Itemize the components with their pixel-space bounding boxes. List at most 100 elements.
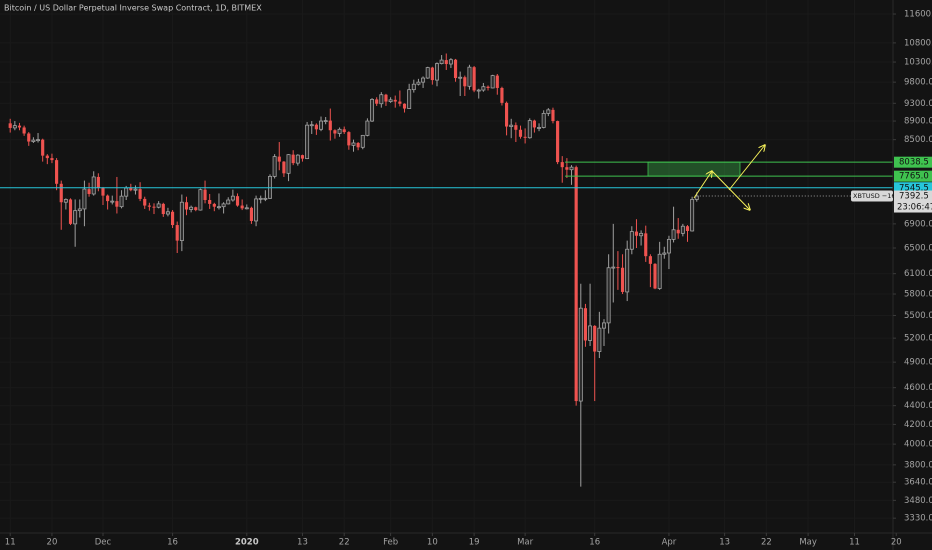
candle-body bbox=[328, 120, 332, 131]
zone bbox=[647, 161, 741, 177]
x-tick-label: Mar bbox=[517, 538, 534, 548]
candle-body bbox=[653, 263, 657, 289]
candle-body bbox=[106, 195, 110, 202]
annotation-arrows bbox=[693, 145, 765, 210]
candle-body bbox=[639, 232, 644, 237]
candle-body bbox=[337, 128, 342, 134]
chart-title: Bitcoin / US Dollar Perpetual Inverse Sw… bbox=[4, 4, 262, 13]
candle-body bbox=[286, 154, 291, 174]
candle-body bbox=[398, 101, 402, 104]
candle-body bbox=[147, 205, 151, 207]
candle-body bbox=[17, 125, 22, 128]
candles bbox=[0, 53, 893, 487]
candle-body bbox=[226, 199, 231, 205]
x-tick-label: 22 bbox=[761, 538, 772, 548]
ticker-label: XBTUSD −16.05% bbox=[853, 192, 912, 200]
x-tick-label: Feb bbox=[383, 538, 398, 548]
candle-body bbox=[453, 59, 458, 79]
candle-body bbox=[77, 208, 82, 212]
candle-body bbox=[203, 189, 207, 201]
candle-body bbox=[305, 124, 310, 160]
arrow bbox=[728, 145, 765, 191]
x-tick-label: Apr bbox=[662, 538, 677, 548]
candle-body bbox=[680, 225, 685, 234]
level-label: 7545.5 bbox=[899, 183, 929, 193]
candle-body bbox=[96, 176, 100, 188]
candle-body bbox=[212, 203, 216, 207]
candle-body bbox=[430, 67, 434, 81]
candle-body bbox=[565, 167, 569, 170]
candle-body bbox=[551, 109, 555, 122]
y-tick-label: 6100.0 bbox=[904, 269, 932, 279]
candle-body bbox=[634, 231, 639, 236]
x-tick-label: 20 bbox=[891, 538, 902, 548]
candle-body bbox=[569, 166, 574, 171]
candle-body bbox=[143, 198, 147, 206]
countdown: 23:06:47 bbox=[897, 203, 932, 213]
y-tick-label: 3330.0 bbox=[904, 514, 932, 524]
x-tick-label: 13 bbox=[719, 538, 730, 548]
candle-body bbox=[309, 124, 314, 127]
candle-body bbox=[495, 75, 499, 88]
y-tick-label: 4200.0 bbox=[904, 420, 932, 430]
x-tick-label: 10 bbox=[427, 538, 438, 548]
x-tick-label: 22 bbox=[339, 538, 350, 548]
candle-body bbox=[235, 196, 240, 206]
candle-body bbox=[490, 75, 495, 89]
x-tick-label: 16 bbox=[589, 538, 600, 548]
candle-body bbox=[541, 113, 546, 128]
candle-body bbox=[272, 156, 277, 177]
candle-body bbox=[129, 188, 133, 191]
candle-body bbox=[407, 89, 412, 109]
candle-body bbox=[620, 267, 625, 292]
candle-body bbox=[448, 59, 453, 65]
x-tick-label: 11 bbox=[5, 538, 16, 548]
y-tick-label: 8500.0 bbox=[904, 135, 932, 145]
candle-body bbox=[384, 94, 388, 102]
candle-body bbox=[110, 200, 115, 203]
candle-body bbox=[258, 197, 263, 200]
candle-body bbox=[184, 202, 189, 210]
x-tick-label: 11 bbox=[849, 538, 860, 548]
candle-body bbox=[588, 325, 593, 341]
x-tick-label: 19 bbox=[469, 538, 480, 548]
candle-body bbox=[55, 160, 59, 184]
candle-body bbox=[319, 120, 323, 130]
candle-body bbox=[425, 67, 430, 79]
candle-body bbox=[444, 60, 448, 65]
x-tick-label: 13 bbox=[297, 538, 308, 548]
candle-body bbox=[22, 127, 26, 134]
candle-body bbox=[439, 59, 444, 65]
candle-body bbox=[249, 207, 254, 221]
candle-body bbox=[676, 229, 680, 234]
candle-body bbox=[648, 256, 652, 264]
grid bbox=[0, 0, 893, 533]
last-price-label: 7392.5 bbox=[899, 192, 929, 202]
y-tick-label: 3640.0 bbox=[904, 478, 932, 488]
y-tick-label: 5500.0 bbox=[904, 311, 932, 321]
candle-body bbox=[216, 206, 221, 209]
candle-body bbox=[546, 109, 551, 114]
candle-body bbox=[662, 252, 667, 255]
candle-body bbox=[333, 130, 337, 134]
candle-body bbox=[73, 210, 78, 225]
candle-body bbox=[402, 103, 407, 109]
candle-body bbox=[295, 154, 300, 164]
candle-body bbox=[527, 120, 532, 139]
candle-body bbox=[537, 127, 542, 129]
candle-body bbox=[68, 199, 73, 224]
candle-body bbox=[685, 226, 690, 231]
candle-body bbox=[41, 139, 45, 156]
candle-body bbox=[8, 123, 12, 128]
candle-body bbox=[101, 187, 105, 196]
candle-body bbox=[583, 308, 588, 341]
candle-body bbox=[161, 203, 165, 215]
y-tick-label: 5800.0 bbox=[904, 290, 932, 300]
candle-body bbox=[657, 253, 662, 289]
candle-body bbox=[694, 195, 699, 200]
arrow bbox=[711, 170, 750, 210]
candle-body bbox=[379, 94, 384, 105]
candle-body bbox=[463, 77, 467, 87]
candle-body bbox=[375, 99, 379, 104]
